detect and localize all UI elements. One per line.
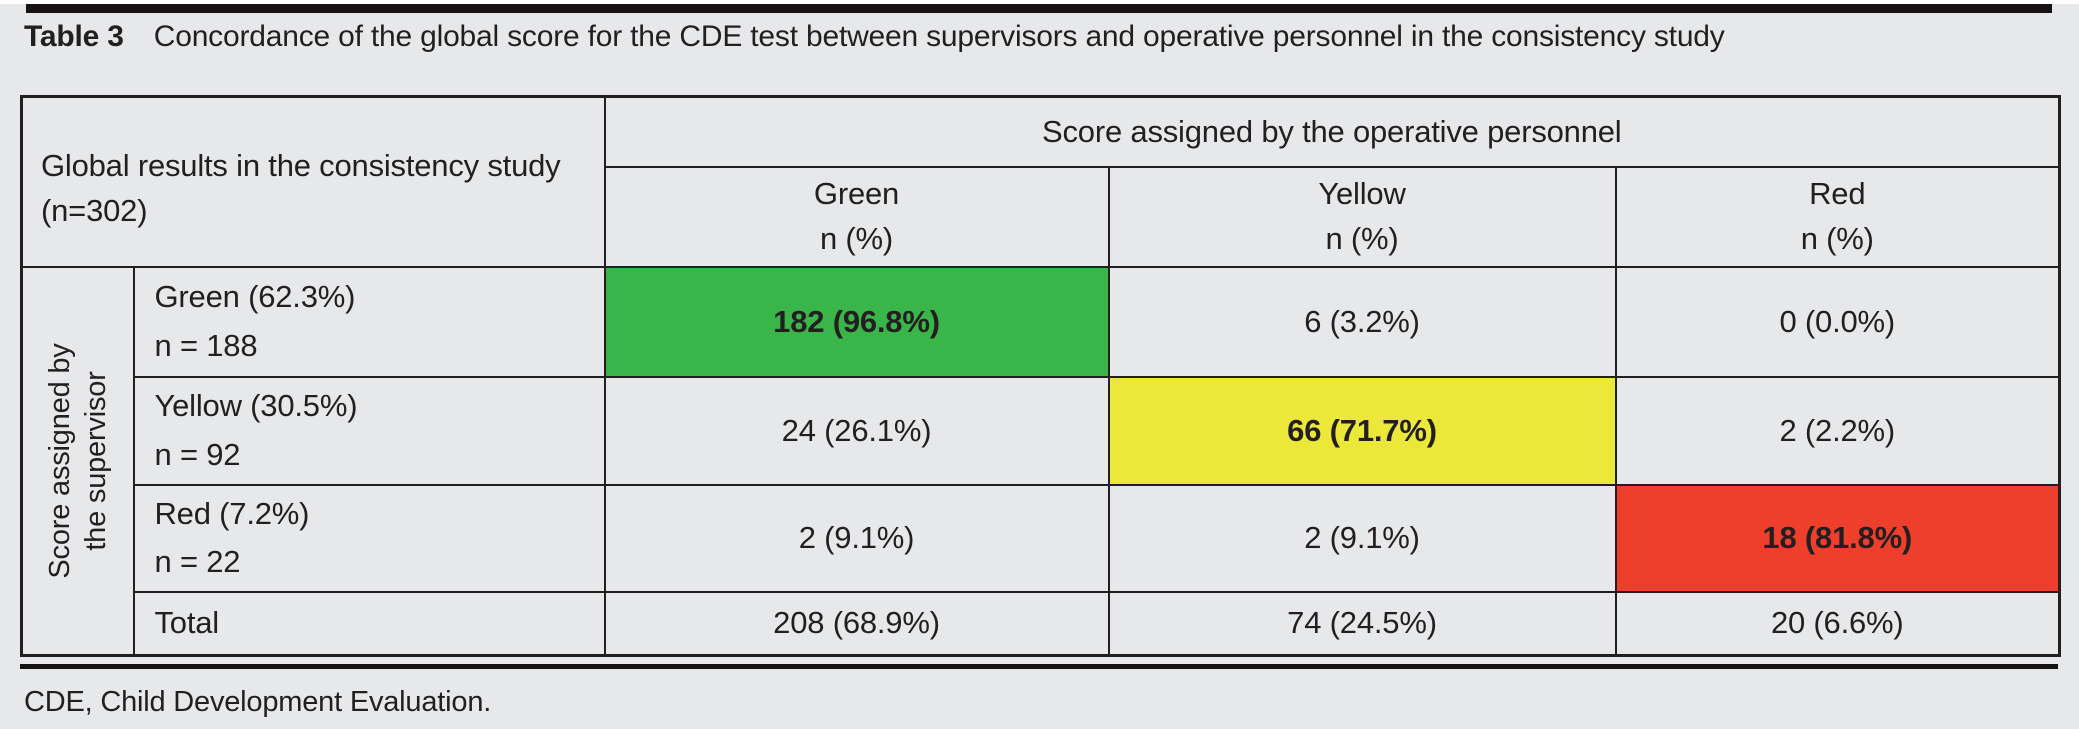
corner-header: Global results in the consistency study … — [20, 95, 606, 268]
cell-yellow-green: 24 (26.1%) — [603, 375, 1110, 486]
col-header-red-name: Red — [1809, 175, 1866, 211]
cell-total-green: 208 (68.9%) — [603, 590, 1110, 657]
footnote: CDE, Child Development Evaluation. — [24, 686, 492, 718]
table-row-green: Score assigned by the supervisor Green (… — [20, 265, 2061, 657]
row-header-red-n: n = 22 — [154, 544, 241, 579]
row-group-header-line1: Score assigned by — [43, 343, 76, 579]
col-header-green: Green n (%) — [603, 165, 1110, 268]
row-header-total: Total — [132, 590, 606, 657]
table-row-total: Total 208 (68.9%) 74 (24.5%) 20 (6.6%) — [22, 590, 2061, 657]
cell-yellow-yellow: 66 (71.7%) — [1107, 375, 1617, 486]
title-top-rule — [26, 4, 2052, 13]
footnote-rule — [20, 664, 2058, 669]
cell-total-yellow: 74 (24.5%) — [1107, 590, 1617, 657]
row-header-yellow-n: n = 92 — [154, 436, 241, 472]
col-header-red-unit: n (%) — [1800, 220, 1874, 256]
row-header-red: Red (7.2%) n = 22 — [132, 483, 606, 593]
table-number: Table 3 — [24, 20, 124, 53]
row-group-header-line2: the supervisor — [79, 371, 112, 551]
row-header-green-n: n = 188 — [154, 327, 258, 363]
cell-red-red: 18 (81.8%) — [1614, 483, 2061, 593]
cell-green-green: 182 (96.8%) — [603, 265, 1110, 378]
row-header-total-label: Total — [154, 605, 220, 641]
cell-total-red: 20 (6.6%) — [1614, 590, 2061, 657]
row-header-green-label: Green (62.3%) — [154, 279, 356, 315]
row-group-header: Score assigned by the supervisor — [20, 265, 135, 657]
cell-green-yellow: 6 (3.2%) — [1107, 265, 1617, 378]
column-group-header: Score assigned by the operative personne… — [603, 95, 2061, 168]
row-group-header-text: Score assigned by the supervisor — [42, 343, 115, 578]
cell-red-yellow: 2 (9.1%) — [1107, 483, 1617, 593]
table-row-red: Red (7.2%) n = 22 2 (9.1%) 2 (9.1%) 18 (… — [22, 483, 2061, 593]
table-caption: Table 3 Concordance of the global score f… — [24, 20, 2064, 54]
row-header-yellow-label: Yellow (30.5%) — [154, 388, 358, 424]
col-header-yellow: Yellow n (%) — [1107, 165, 1617, 268]
col-header-yellow-name: Yellow — [1318, 175, 1406, 211]
cell-red-green: 2 (9.1%) — [603, 483, 1110, 593]
header-row-2: Green n (%) Yellow n (%) Red n (%) — [22, 165, 2061, 268]
header-row-1: Global results in the consistency study … — [20, 95, 2061, 268]
cell-yellow-red: 2 (2.2%) — [1614, 375, 2061, 486]
cell-green-red: 0 (0.0%) — [1614, 265, 2061, 378]
row-header-green: Green (62.3%) n = 188 — [132, 265, 606, 378]
concordance-table: Global results in the consistency study … — [20, 95, 2061, 657]
col-header-red: Red n (%) — [1614, 165, 2061, 268]
row-header-yellow: Yellow (30.5%) n = 92 — [132, 375, 606, 486]
col-header-yellow-unit: n (%) — [1325, 220, 1399, 256]
table-caption-text: Concordance of the global score for the … — [153, 20, 1725, 53]
row-header-red-label: Red (7.2%) — [154, 495, 310, 531]
col-header-green-name: Green — [813, 175, 900, 211]
table-row-yellow: Yellow (30.5%) n = 92 24 (26.1%) 66 (71.… — [22, 375, 2061, 486]
page-top-margin — [0, 0, 2079, 4]
col-header-green-unit: n (%) — [819, 220, 894, 256]
